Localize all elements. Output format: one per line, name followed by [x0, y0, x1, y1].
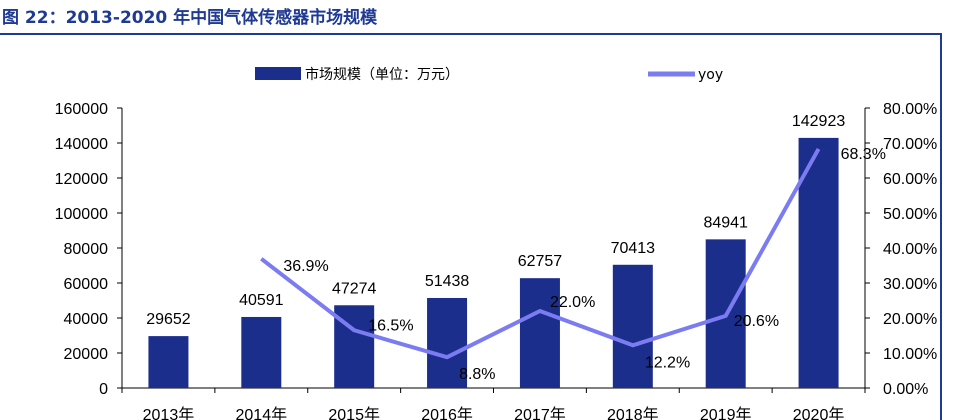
x-tick-label: 2016年: [421, 406, 473, 420]
y-left-tick-label: 40000: [64, 311, 109, 328]
yoy-line: [260, 147, 821, 360]
chart-title: 图 22：2013-2020 年中国气体传感器市场规模: [2, 8, 378, 28]
yoy-value-label: 22.0%: [550, 294, 595, 311]
bar: [519, 278, 560, 388]
x-tick-label: 2015年: [328, 406, 380, 420]
x-tick-label: 2018年: [607, 406, 659, 420]
legend-line-label: yoy: [698, 67, 723, 83]
bar: [427, 297, 468, 388]
y-left-tick-label: 60000: [64, 276, 109, 293]
y-left-tick-label: 100000: [55, 206, 108, 223]
bar-value-label: 142923: [792, 113, 845, 130]
y-right-tick-label: 50.00%: [883, 206, 937, 223]
bar-value-label: 40591: [239, 292, 284, 309]
bar: [612, 264, 653, 388]
x-tick-label: 2020年: [793, 406, 845, 420]
y-right-tick-label: 80.00%: [883, 101, 937, 118]
y-right-tick-label: 30.00%: [883, 276, 937, 293]
bar-value-label: 47274: [332, 280, 377, 297]
y-right-tick-label: 40.00%: [883, 241, 937, 258]
x-tick-label: 2014年: [236, 406, 288, 420]
y-left-tick-label: 80000: [64, 241, 109, 258]
legend-bar-label: 市场规模（单位：万元）: [305, 66, 459, 83]
x-tick-label: 2019年: [700, 406, 752, 420]
y-left-tick-label: 140000: [55, 136, 108, 153]
x-tick-label: 2017年: [514, 406, 566, 420]
y-left-tick-label: 160000: [55, 101, 108, 118]
legend-bar-swatch: [255, 67, 301, 80]
y-right-tick-label: 20.00%: [883, 311, 937, 328]
bar: [798, 137, 839, 388]
bar: [241, 316, 282, 388]
y-right-tick-label: 70.00%: [883, 136, 937, 153]
right-border: [940, 33, 942, 420]
yoy-value-label: 20.6%: [734, 313, 779, 330]
y-left-tick-label: 120000: [55, 171, 108, 188]
y-right-tick-label: 10.00%: [883, 346, 937, 363]
y-right-tick-label: 60.00%: [883, 171, 937, 188]
bar-value-label: 70413: [611, 240, 656, 257]
yoy-value-label: 12.2%: [645, 354, 690, 371]
y-right-tick-label: 0.00%: [883, 381, 928, 398]
y-left-tick-label: 20000: [64, 346, 109, 363]
y-left-tick-label: 0: [99, 381, 108, 398]
x-tick-label: 2013年: [143, 406, 195, 420]
bar-value-label: 29652: [146, 311, 191, 328]
yoy-value-label: 36.9%: [283, 258, 328, 275]
title-underline: [0, 33, 940, 35]
yoy-value-label: 68.3%: [841, 146, 886, 163]
yoy-value-label: 8.8%: [459, 366, 495, 383]
bar-value-label: 62757: [518, 253, 563, 270]
bar-value-label: 84941: [703, 214, 748, 231]
bar-value-label: 51438: [425, 273, 470, 290]
yoy-value-label: 16.5%: [368, 317, 413, 334]
bar: [148, 336, 189, 388]
